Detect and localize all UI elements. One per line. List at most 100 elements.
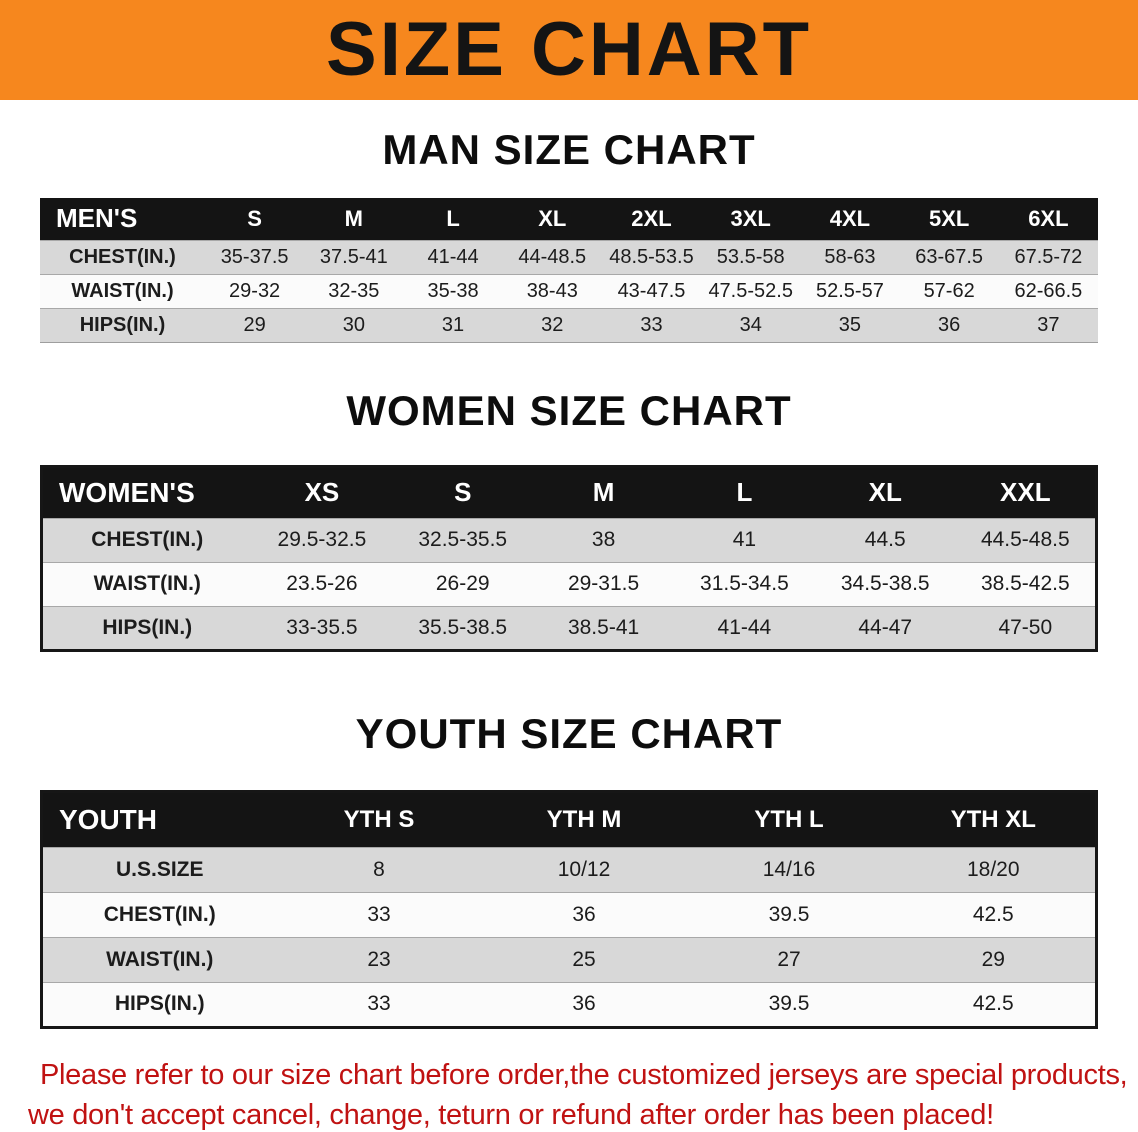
women-waist-row: WAIST(IN.) 23.5-26 26-29 29-31.5 31.5-34… — [41, 561, 1097, 606]
size-cell: 57-62 — [899, 273, 999, 308]
size-cell: 58-63 — [800, 239, 900, 274]
youth-hips-row: HIPS(IN.) 33 36 39.5 42.5 — [41, 981, 1097, 1027]
youth-header-row: YOUTH YTH S YTH M YTH L YTH XL — [41, 791, 1097, 847]
women-size-column: L — [673, 466, 815, 518]
men-size-column: 2XL — [601, 198, 702, 240]
youth-size-column: YTH S — [276, 791, 482, 847]
disclaimer-line-2: we don't accept cancel, change, teturn o… — [28, 1098, 994, 1131]
size-cell: 36 — [481, 891, 687, 937]
men-size-table: MEN'S S M L XL 2XL 3XL 4XL 5XL 6XL CHEST… — [40, 198, 1098, 343]
size-cell: 47-50 — [955, 605, 1097, 650]
size-cell: 25 — [481, 936, 687, 982]
youth-section-heading: YOUTH SIZE CHART — [355, 709, 783, 757]
size-cell: 33 — [601, 307, 702, 342]
size-cell: 41 — [673, 517, 815, 562]
size-cell: 32 — [502, 307, 602, 342]
women-size-column: XXL — [955, 466, 1097, 518]
size-cell: 38.5-41 — [533, 605, 674, 650]
size-cell: 41-44 — [403, 239, 503, 274]
size-cell: 62-66.5 — [998, 273, 1098, 308]
row-label: WAIST(IN.) — [40, 273, 205, 308]
women-hips-row: HIPS(IN.) 33-35.5 35.5-38.5 38.5-41 41-4… — [41, 605, 1097, 650]
men-size-column: 5XL — [899, 198, 999, 240]
size-cell: 29 — [891, 936, 1097, 982]
size-cell: 14/16 — [686, 846, 892, 892]
men-size-column: M — [304, 198, 404, 240]
youth-chest-row: CHEST(IN.) 33 36 39.5 42.5 — [41, 891, 1097, 937]
size-cell: 33 — [276, 981, 482, 1027]
youth-waist-row: WAIST(IN.) 23 25 27 29 — [41, 936, 1097, 982]
row-label: HIPS(IN.) — [40, 307, 205, 342]
size-cell: 36 — [481, 981, 687, 1027]
size-cell: 29 — [205, 307, 305, 342]
size-cell: 32.5-35.5 — [392, 517, 534, 562]
row-label: HIPS(IN.) — [41, 605, 252, 650]
size-cell: 44-48.5 — [502, 239, 602, 274]
men-table-label: MEN'S — [40, 198, 205, 240]
women-header-row: WOMEN'S XS S M L XL XXL — [41, 466, 1097, 518]
size-cell: 38.5-42.5 — [955, 561, 1097, 606]
size-cell: 44.5 — [814, 517, 956, 562]
size-cell: 44.5-48.5 — [955, 517, 1097, 562]
size-cell: 31.5-34.5 — [673, 561, 815, 606]
youth-ussize-row: U.S.SIZE 8 10/12 14/16 18/20 — [41, 846, 1097, 892]
men-size-column: S — [205, 198, 305, 240]
disclaimer-text: Please refer to our size chart before or… — [28, 1055, 1128, 1132]
size-cell: 38 — [533, 517, 674, 562]
men-header-row: MEN'S S M L XL 2XL 3XL 4XL 5XL 6XL — [40, 198, 1098, 240]
size-cell: 33 — [276, 891, 482, 937]
row-label: WAIST(IN.) — [41, 561, 252, 606]
size-cell: 42.5 — [891, 891, 1097, 937]
women-size-column: M — [533, 466, 674, 518]
size-cell: 34.5-38.5 — [814, 561, 956, 606]
size-cell: 33-35.5 — [251, 605, 393, 650]
size-cell: 42.5 — [891, 981, 1097, 1027]
youth-size-table: YOUTH YTH S YTH M YTH L YTH XL U.S.SIZE … — [40, 789, 1098, 1029]
size-cell: 36 — [899, 307, 999, 342]
youth-size-column: YTH M — [481, 791, 687, 847]
size-cell: 43-47.5 — [601, 273, 702, 308]
men-size-column: 4XL — [800, 198, 900, 240]
men-size-column: 3XL — [701, 198, 801, 240]
youth-size-column: YTH XL — [891, 791, 1097, 847]
size-cell: 23 — [276, 936, 482, 982]
size-cell: 26-29 — [392, 561, 534, 606]
size-cell: 34 — [701, 307, 801, 342]
size-cell: 52.5-57 — [800, 273, 900, 308]
men-waist-row: WAIST(IN.) 29-32 32-35 35-38 38-43 43-47… — [40, 273, 1098, 308]
men-chest-row: CHEST(IN.) 35-37.5 37.5-41 41-44 44-48.5… — [40, 239, 1098, 274]
women-size-column: XL — [814, 466, 956, 518]
women-section-heading: WOMEN SIZE CHART — [346, 386, 792, 434]
size-cell: 32-35 — [304, 273, 404, 308]
men-size-column: XL — [502, 198, 602, 240]
size-cell: 10/12 — [481, 846, 687, 892]
youth-table-label: YOUTH — [41, 791, 277, 847]
row-label: WAIST(IN.) — [41, 936, 277, 982]
size-cell: 30 — [304, 307, 404, 342]
size-cell: 35 — [800, 307, 900, 342]
banner: SIZE CHART — [0, 0, 1138, 100]
size-cell: 41-44 — [673, 605, 815, 650]
size-cell: 18/20 — [891, 846, 1097, 892]
size-cell: 38-43 — [502, 273, 602, 308]
size-cell: 48.5-53.5 — [601, 239, 702, 274]
size-cell: 8 — [276, 846, 482, 892]
women-size-column: S — [392, 466, 534, 518]
size-cell: 47.5-52.5 — [701, 273, 801, 308]
row-label: CHEST(IN.) — [40, 239, 205, 274]
size-cell: 53.5-58 — [701, 239, 801, 274]
men-size-column: 6XL — [998, 198, 1098, 240]
size-cell: 35-37.5 — [205, 239, 305, 274]
row-label: U.S.SIZE — [41, 846, 277, 892]
men-section-heading: MAN SIZE CHART — [382, 126, 756, 173]
men-size-column: L — [403, 198, 503, 240]
men-hips-row: HIPS(IN.) 29 30 31 32 33 34 35 36 37 — [40, 307, 1098, 342]
row-label: HIPS(IN.) — [41, 981, 277, 1027]
size-cell: 29-31.5 — [533, 561, 674, 606]
size-cell: 39.5 — [686, 891, 892, 937]
youth-size-column: YTH L — [686, 791, 892, 847]
disclaimer-line-1: Please refer to our size chart before or… — [40, 1058, 1128, 1091]
size-cell: 37 — [998, 307, 1098, 342]
women-size-column: XS — [251, 466, 393, 518]
